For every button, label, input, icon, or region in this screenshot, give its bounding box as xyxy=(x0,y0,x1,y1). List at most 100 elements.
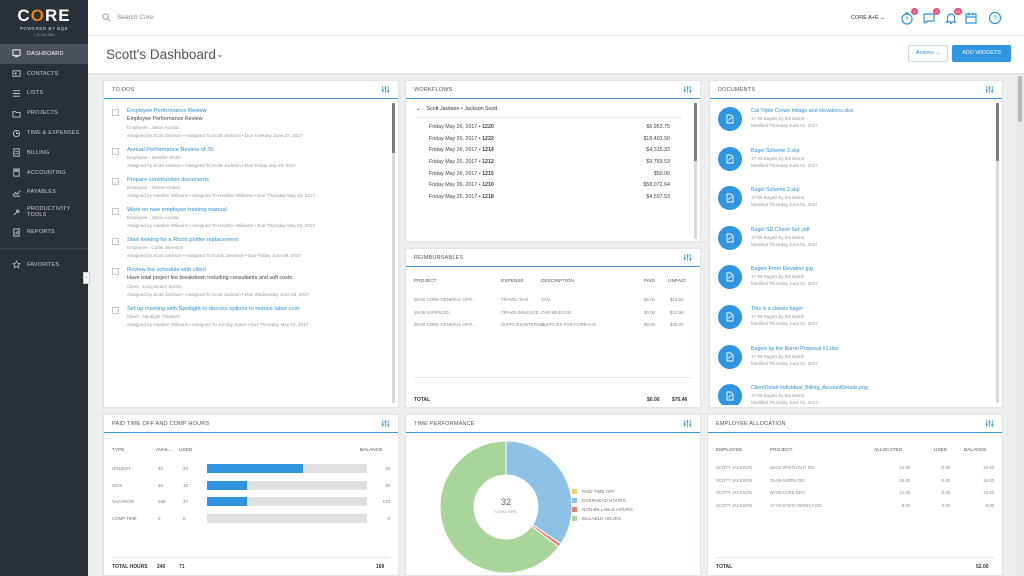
search-box[interactable]: Search Core xyxy=(102,13,154,22)
donut-slice-overhead-hours[interactable] xyxy=(505,440,573,545)
page-scrollbar-thumb[interactable] xyxy=(1018,76,1022,122)
workflows-scrollbar-thumb[interactable] xyxy=(694,103,697,161)
sidebar-item-billing[interactable]: BILLING xyxy=(0,143,88,163)
settings-sliders-icon[interactable] xyxy=(683,85,692,94)
todo-title[interactable]: Work on new employee training manual xyxy=(127,207,227,213)
timer-button[interactable]: 1 xyxy=(900,8,918,25)
workflow-row[interactable]: Friday May 26, 2017 • 1215 $50.00 xyxy=(406,168,692,180)
page-scrollbar[interactable] xyxy=(1016,74,1024,576)
todo-item[interactable]: Start looking for a Ricoh plotter replac… xyxy=(104,236,398,260)
sidebar-item-label: PROJECTS xyxy=(27,110,58,117)
search-input[interactable]: Search Core xyxy=(117,14,154,21)
chat-button[interactable]: 0 xyxy=(922,8,940,25)
todo-title[interactable]: Employee Performance Review xyxy=(127,108,207,114)
document-item[interactable]: ClientDetail-Individual_Billing_AccountD… xyxy=(710,384,1002,405)
company-selector[interactable]: CORE A+E ⌄ xyxy=(851,15,885,21)
legend-item[interactable]: BILLABLE HOURS xyxy=(572,514,633,523)
workflow-row[interactable]: Friday May 26, 2017 • 1220 $6,953.75 xyxy=(406,121,692,133)
document-item[interactable]: Bagels Front Elevation.jpg 17-09 Bagels b… xyxy=(710,265,1002,305)
todo-checkbox[interactable] xyxy=(112,268,119,275)
workflow-row[interactable]: Friday May 26, 2017 • 1222 $18,403.50 xyxy=(406,133,692,145)
pto-avail: 0 xyxy=(158,515,161,521)
help-button[interactable]: ? xyxy=(988,11,1002,25)
page-title[interactable]: Scott's Dashboard xyxy=(106,47,216,62)
settings-sliders-icon[interactable] xyxy=(985,85,994,94)
sidebar-item-time-expenses[interactable]: TIME & EXPENSES xyxy=(0,123,88,143)
documents-scrollbar-thumb[interactable] xyxy=(996,103,999,161)
notifications-button[interactable]: 43 xyxy=(944,8,962,25)
document-item[interactable]: This is a classic bagel 17-09 Bagels by t… xyxy=(710,304,1002,345)
todo-title[interactable]: Start looking for a Ricoh plotter replac… xyxy=(127,237,238,243)
sidebar-item-contacts[interactable]: CONTACTS xyxy=(0,64,88,84)
document-info: Cal Triple Crown milage and elevations.x… xyxy=(751,107,853,129)
legend-item[interactable]: PAID TIME OFF xyxy=(572,487,633,496)
todo-item[interactable]: Set up meeting with Spotlight to discuss… xyxy=(104,305,398,329)
document-item[interactable]: Cal Triple Crown milage and elevations.x… xyxy=(710,107,1002,147)
todo-checkbox[interactable] xyxy=(112,148,119,155)
todo-checkbox[interactable] xyxy=(112,109,119,116)
todo-checkbox[interactable] xyxy=(112,178,119,185)
donut-slice-billable-hours[interactable] xyxy=(439,440,560,574)
sidebar-item-accounting[interactable]: ACCOUNTING xyxy=(0,163,88,183)
document-name[interactable]: Bagel Scheme 3.skp xyxy=(751,147,800,154)
document-item[interactable]: Bagels by the Barrel Proposal #1.doc 17-0… xyxy=(710,344,1002,385)
calendar-button[interactable] xyxy=(964,11,978,25)
document-item[interactable]: Bagel SD Check Set .pdf 17-09 Bagels by t… xyxy=(710,225,1002,266)
workflow-row[interactable]: Friday May 26, 2017 • 1218 $4,597.53 xyxy=(406,191,692,203)
todo-item[interactable]: Employee Performance Review Employee Perf… xyxy=(104,107,398,140)
settings-sliders-icon[interactable] xyxy=(683,253,692,262)
sidebar-item-dashboard[interactable]: DASHBOARD xyxy=(0,44,88,64)
settings-sliders-icon[interactable] xyxy=(683,419,692,428)
workflow-group[interactable]: ⌄ Scott Jackson • Jackson Scott xyxy=(406,99,692,117)
document-name[interactable]: Bagel SD Check Set .pdf xyxy=(751,226,810,233)
add-widgets-button[interactable]: ADD WIDGETS xyxy=(952,45,1011,62)
sidebar-item-reports[interactable]: REPORTS xyxy=(0,222,88,242)
legend-item[interactable]: OVERHEAD HOURS xyxy=(572,496,633,505)
todo-checkbox[interactable] xyxy=(112,238,119,245)
todo-title[interactable]: Prepare construction documents xyxy=(127,177,209,183)
todo-item[interactable]: Annual Performance Review of JS Employee … xyxy=(104,146,398,170)
app-logo[interactable]: CORE POWERED BY BQE 7.8.166.586 xyxy=(0,0,88,44)
workflow-row[interactable]: Friday May 26, 2017 • 1210 $58,072.64 xyxy=(406,179,692,191)
todo-title[interactable]: Annual Performance Review of JS xyxy=(127,147,214,153)
documents-scrollbar[interactable] xyxy=(996,103,999,403)
workflow-row[interactable]: Friday May 26, 2017 • 1214 $4,315.33 xyxy=(406,144,692,156)
sidebar-item-payables[interactable]: PAYABLES xyxy=(0,183,88,203)
document-name[interactable]: Cal Triple Crown milage and elevations.x… xyxy=(751,108,854,114)
legend-item[interactable]: NON-BILLABLE HOURS xyxy=(572,505,633,514)
todo-title[interactable]: Set up meeting with Spotlight to discuss… xyxy=(127,306,299,312)
todos-scrollbar-thumb[interactable] xyxy=(392,103,395,153)
todo-title[interactable]: Review fee schedule with client xyxy=(127,267,207,273)
todo-item[interactable]: Review fee schedule with client Have tota… xyxy=(104,266,398,299)
document-name[interactable]: ClientDetail-Individual_Billing_AccountD… xyxy=(751,385,868,392)
time-performance-donut[interactable] xyxy=(436,437,576,576)
todo-item[interactable]: Prepare construction documents Employee :… xyxy=(104,176,398,200)
pto-widget: PAID TIME OFF AND COMP HOURS TYPE AVAIL.… xyxy=(103,414,399,576)
workflow-id: 1214 xyxy=(482,147,494,154)
todo-item[interactable]: Work on new employee training manual Empl… xyxy=(104,206,398,230)
todo-checkbox[interactable] xyxy=(112,208,119,215)
sidebar-item-projects[interactable]: PROJECTS xyxy=(0,103,88,123)
document-name[interactable]: Bagel Scheme 2.skp xyxy=(751,187,800,194)
settings-sliders-icon[interactable] xyxy=(381,419,390,428)
settings-sliders-icon[interactable] xyxy=(381,85,390,94)
column-header: PROJECT xyxy=(414,279,437,284)
document-name[interactable]: This is a classic bagel xyxy=(751,305,803,312)
document-project: 17-09 Bagels by the Barrel xyxy=(751,116,805,121)
document-name[interactable]: Bagels Front Elevation.jpg xyxy=(751,266,813,273)
workflows-scrollbar[interactable] xyxy=(694,103,697,239)
sidebar-item-label: CONTACTS xyxy=(27,70,59,77)
workflow-row[interactable]: Friday May 26, 2017 • 1212 $9,769.53 xyxy=(406,156,692,168)
todo-checkbox[interactable] xyxy=(112,307,119,314)
document-item[interactable]: Bagel Scheme 2.skp 17-09 Bagels by the Ba… xyxy=(710,186,1002,226)
sidebar-collapse-button[interactable]: ‹ xyxy=(83,272,90,284)
document-name[interactable]: Bagels by the Barrel Proposal #1.doc xyxy=(751,345,839,352)
actions-dropdown[interactable]: Actions ⌄ xyxy=(908,45,948,62)
document-item[interactable]: Bagel Scheme 3.skp 17-09 Bagels by the Ba… xyxy=(710,146,1002,187)
sidebar-item-lists[interactable]: LISTS xyxy=(0,84,88,104)
settings-sliders-icon[interactable] xyxy=(985,419,994,428)
chevron-down-icon[interactable]: ⌄ xyxy=(216,49,224,59)
sidebar-item-productivity-tools[interactable]: PRODUCTIVITY TOOLS xyxy=(0,202,88,222)
sidebar-item-favorites[interactable]: FAVORITES xyxy=(0,255,88,275)
todos-scrollbar[interactable] xyxy=(392,103,395,403)
